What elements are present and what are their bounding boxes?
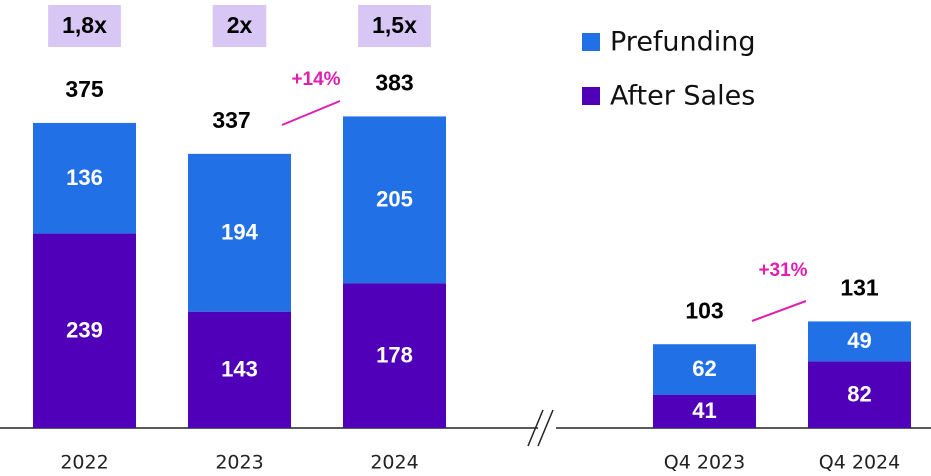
total-label: 375	[65, 76, 104, 102]
x-tick-label: 2022	[60, 452, 108, 474]
multiplier-label: 1,5x	[372, 12, 417, 38]
axis-break	[527, 409, 544, 447]
data-label: 62	[692, 356, 716, 381]
growth-annotation: +31%	[758, 260, 807, 281]
data-label: 143	[221, 357, 258, 382]
legend-label: Prefunding	[610, 27, 756, 58]
x-tick-label: 2024	[370, 452, 418, 474]
bar-segment	[188, 153, 291, 312]
legend-swatch	[582, 33, 600, 51]
legend-swatch	[582, 87, 600, 105]
growth-annotation: +14%	[291, 69, 340, 90]
data-label: 49	[847, 328, 871, 353]
bar-segment	[808, 321, 911, 362]
x-tick-label: Q4 2023	[664, 452, 745, 474]
data-label: 205	[376, 187, 413, 212]
x-tick-label: 2023	[215, 452, 263, 474]
total-label: 383	[375, 70, 413, 96]
data-label: 194	[221, 220, 258, 245]
bar-segment	[808, 361, 911, 428]
bar-segment	[653, 344, 756, 395]
x-tick-label: Q4 2024	[819, 452, 900, 474]
bar-segment	[343, 116, 446, 284]
data-label: 178	[376, 342, 413, 367]
data-label: 239	[66, 318, 103, 343]
bar-segment	[343, 283, 446, 428]
multiplier-label: 1,8x	[62, 12, 107, 38]
data-label: 41	[692, 398, 716, 423]
bar-segment	[33, 233, 136, 428]
data-label: 136	[66, 165, 103, 190]
total-label: 103	[685, 297, 723, 323]
growth-line	[751, 300, 807, 322]
multiplier-badge	[48, 5, 121, 47]
multiplier-label: 2x	[227, 12, 253, 38]
multiplier-badge	[212, 5, 267, 47]
data-label: 82	[847, 381, 871, 406]
total-label: 131	[840, 275, 879, 301]
bar-segment	[33, 122, 136, 234]
bar-segment	[188, 311, 291, 428]
legend-label: After Sales	[610, 81, 755, 112]
bar-segment	[653, 394, 756, 428]
multiplier-badge	[358, 5, 431, 47]
total-label: 337	[212, 107, 250, 133]
growth-line	[281, 100, 341, 126]
axis-break	[537, 409, 554, 447]
